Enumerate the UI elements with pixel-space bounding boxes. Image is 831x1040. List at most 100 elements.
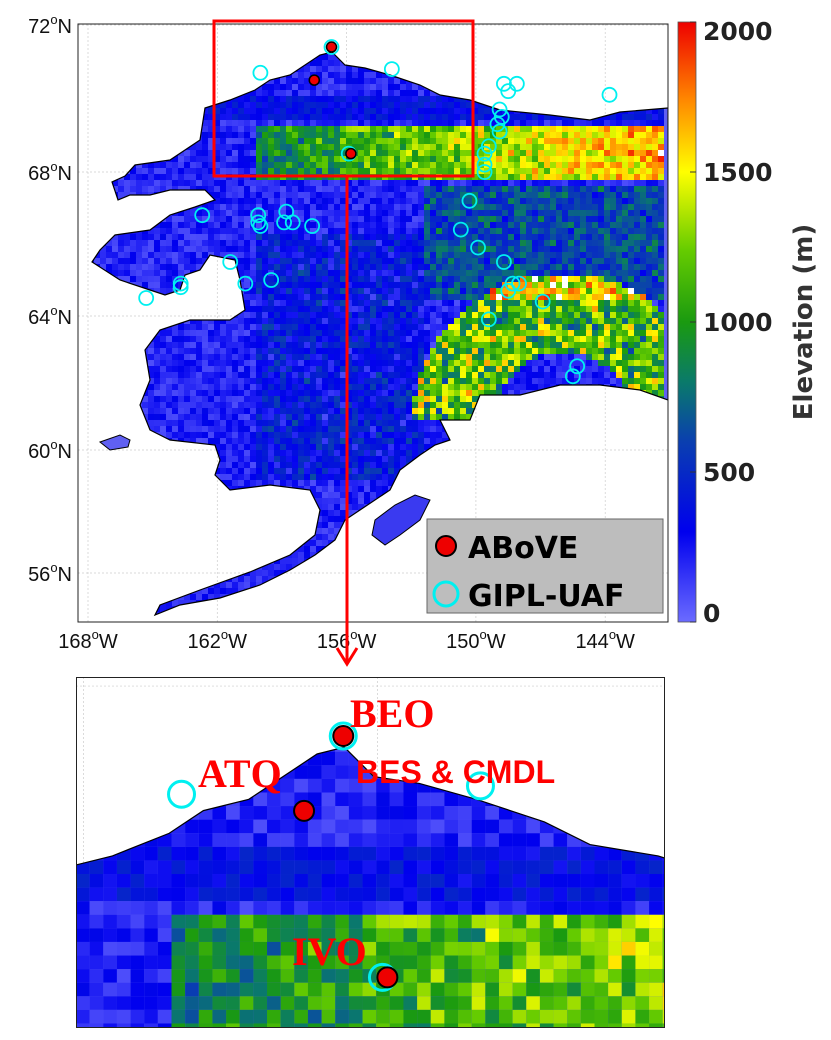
raster-cell <box>256 252 262 258</box>
raster-cell <box>628 234 634 240</box>
raster-cell <box>286 342 292 348</box>
raster-cell <box>394 282 400 288</box>
raster-cell <box>562 132 568 138</box>
raster-cell <box>340 132 346 138</box>
raster-cell <box>382 228 388 234</box>
raster-cell <box>274 306 280 312</box>
raster-cell <box>100 198 106 204</box>
raster-cell <box>286 210 292 216</box>
raster-cell <box>256 102 262 108</box>
raster-cell <box>244 246 250 252</box>
raster-cell <box>160 52 166 54</box>
raster-cell <box>340 126 346 132</box>
raster-cell <box>100 336 106 342</box>
raster-cell <box>490 54 496 60</box>
raster-cell <box>304 198 310 204</box>
raster-cell <box>400 84 406 90</box>
raster-cell <box>646 228 652 234</box>
raster-cell <box>526 186 532 192</box>
raster-cell <box>196 150 202 156</box>
raster-cell <box>658 66 664 72</box>
raster-cell <box>256 168 262 174</box>
raster-cell <box>196 84 202 90</box>
raster-cell <box>340 78 346 84</box>
raster-cell <box>514 330 520 336</box>
raster-cell <box>436 222 442 228</box>
raster-cell <box>580 336 586 342</box>
raster-cell <box>442 156 448 162</box>
raster-cell <box>532 234 538 240</box>
raster-cell <box>568 282 574 288</box>
raster-cell <box>124 52 130 54</box>
raster-cell <box>598 264 604 270</box>
raster-cell <box>172 66 178 72</box>
raster-cell <box>292 78 298 84</box>
raster-cell <box>634 270 640 276</box>
raster-cell <box>496 156 502 162</box>
raster-cell <box>598 52 604 54</box>
raster-cell <box>250 252 256 258</box>
raster-cell <box>520 324 526 330</box>
raster-cell <box>430 246 436 252</box>
raster-cell <box>304 252 310 258</box>
raster-cell <box>292 96 298 102</box>
raster-cell <box>196 180 202 186</box>
raster-cell <box>136 204 142 210</box>
raster-cell <box>130 204 136 210</box>
raster-cell <box>388 198 394 204</box>
raster-cell <box>370 138 376 144</box>
raster-cell <box>214 180 220 186</box>
raster-cell <box>370 246 376 252</box>
raster-cell <box>508 150 514 156</box>
raster-cell <box>544 264 550 270</box>
raster-cell <box>280 240 286 246</box>
raster-cell <box>256 54 262 60</box>
raster-cell <box>382 126 388 132</box>
raster-cell <box>610 138 616 144</box>
raster-cell <box>304 306 310 312</box>
raster-cell <box>460 78 466 84</box>
raster-cell <box>430 138 436 144</box>
raster-cell <box>178 138 184 144</box>
raster-cell <box>166 312 172 318</box>
raster-cell <box>382 294 388 300</box>
raster-cell <box>142 60 148 66</box>
raster-cell <box>610 354 616 360</box>
raster-cell <box>640 54 646 60</box>
raster-cell <box>280 186 286 192</box>
raster-cell <box>178 108 184 114</box>
raster-cell <box>292 72 298 78</box>
raster-cell <box>658 348 664 354</box>
raster-cell <box>286 312 292 318</box>
raster-cell <box>226 162 232 168</box>
raster-cell <box>502 276 508 282</box>
raster-cell <box>148 144 154 150</box>
raster-cell <box>532 264 538 270</box>
raster-cell <box>412 330 418 336</box>
raster-cell <box>526 180 532 186</box>
raster-cell <box>238 54 244 60</box>
raster-cell <box>574 246 580 252</box>
raster-cell <box>130 294 136 300</box>
raster-cell <box>556 264 562 270</box>
raster-cell <box>352 336 358 342</box>
raster-cell <box>226 342 232 348</box>
raster-cell <box>406 168 412 174</box>
raster-cell <box>466 306 472 312</box>
raster-cell <box>478 192 484 198</box>
raster-cell <box>286 90 292 96</box>
raster-cell <box>118 348 124 354</box>
raster-cell <box>640 348 646 354</box>
raster-cell <box>514 354 520 360</box>
raster-cell <box>100 102 106 108</box>
raster-cell <box>262 324 268 330</box>
raster-cell <box>640 306 646 312</box>
raster-cell <box>262 192 268 198</box>
raster-cell <box>514 312 520 318</box>
raster-cell <box>616 330 622 336</box>
raster-cell <box>112 180 118 186</box>
raster-cell <box>622 318 628 324</box>
raster-cell <box>436 144 442 150</box>
raster-cell <box>454 126 460 132</box>
raster-cell <box>352 144 358 150</box>
